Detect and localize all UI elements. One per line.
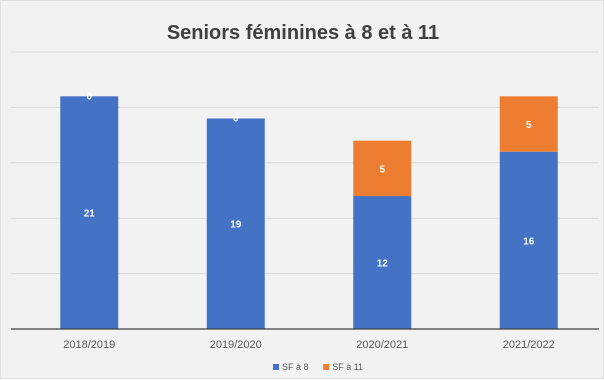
bar-segment <box>499 96 558 152</box>
legend-label: SF à 8 <box>282 362 309 372</box>
bar-segment <box>206 118 265 329</box>
data-label: 21 <box>84 209 96 220</box>
bar-segment <box>499 151 558 329</box>
data-label: 5 <box>379 164 385 175</box>
data-label: 12 <box>377 259 389 270</box>
data-label: 0 <box>233 113 239 124</box>
legend-label: SF à 11 <box>332 362 363 372</box>
legend-swatch <box>323 364 330 370</box>
data-label: 19 <box>230 220 242 231</box>
data-labels: 21 0 19 0 12 5 16 5 <box>84 91 535 269</box>
bars <box>60 96 558 329</box>
x-tick-label: 2021/2022 <box>503 339 555 351</box>
chart-title: Seniors féminines à 8 et à 11 <box>167 22 439 44</box>
x-tick-label: 2018/2019 <box>63 339 115 351</box>
bar-segment <box>353 140 412 197</box>
x-axis: 2018/2019 2019/2020 2020/2021 2021/2022 <box>11 328 599 351</box>
x-tick-label: 2019/2020 <box>210 339 262 351</box>
data-label: 5 <box>526 120 532 131</box>
bar-segment <box>353 196 412 329</box>
data-label: 0 <box>86 91 92 102</box>
x-tick-label: 2020/2021 <box>356 339 408 351</box>
bar-segment <box>60 96 119 329</box>
legend: SF à 8 SF à 11 <box>273 362 363 372</box>
data-label: 16 <box>523 236 535 247</box>
legend-swatch <box>273 364 279 370</box>
